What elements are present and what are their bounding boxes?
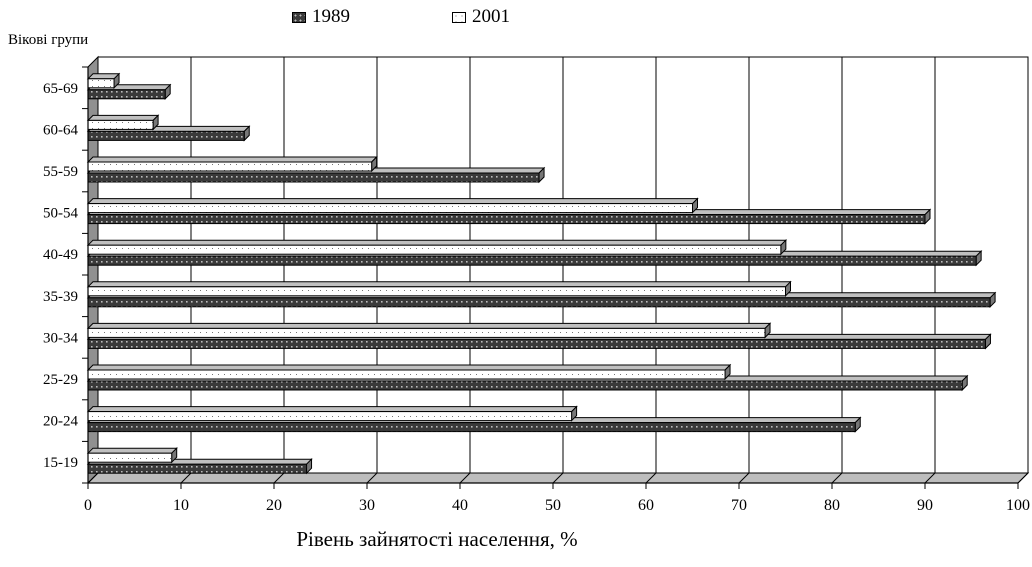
x-tick-label: 100 bbox=[1006, 497, 1030, 514]
gridline-floor bbox=[87, 472, 99, 484]
x-axis-title: Рівень зайнятості населення, % bbox=[296, 527, 578, 551]
gridline-floor bbox=[924, 472, 936, 484]
x-tick-label: 90 bbox=[917, 497, 933, 514]
y-category-label: 60-64 bbox=[43, 122, 78, 138]
x-tick-label: 40 bbox=[452, 497, 468, 514]
x-tick-label: 0 bbox=[84, 497, 92, 514]
y-axis-title: Вікові групи bbox=[8, 32, 89, 48]
gridline-floor bbox=[1017, 472, 1029, 484]
y-category-label: 20-24 bbox=[43, 414, 78, 430]
bar-2001 bbox=[86, 363, 732, 381]
bar-1989-front bbox=[87, 172, 540, 183]
x-tick-label: 70 bbox=[731, 497, 747, 514]
gridline-floor bbox=[552, 472, 564, 484]
bar-1989-front bbox=[87, 255, 977, 266]
bar-2001-front bbox=[87, 161, 373, 172]
bar-2001-front bbox=[87, 78, 115, 89]
gridline-floor bbox=[273, 472, 285, 484]
bar-2001-top bbox=[86, 447, 178, 454]
bar-2001-top bbox=[86, 156, 378, 163]
bar-2001 bbox=[86, 322, 772, 339]
gridline-floor bbox=[459, 472, 471, 484]
y-category-label: 30-34 bbox=[43, 330, 78, 346]
legend-label-1989: 1989 bbox=[312, 6, 350, 27]
legend-swatch-2001 bbox=[452, 11, 466, 23]
y-category-label: 40-49 bbox=[43, 247, 78, 263]
bar-2001-front bbox=[87, 286, 786, 297]
legend-swatch-1989 bbox=[292, 11, 306, 23]
bar-2001 bbox=[86, 405, 578, 422]
bar-2001-top bbox=[86, 114, 160, 121]
bar-2001-front bbox=[87, 327, 766, 338]
bar-1989-front bbox=[87, 338, 986, 349]
bar-2001-top bbox=[86, 364, 732, 371]
bar-2001-front bbox=[87, 119, 154, 130]
legend-label-2001: 2001 bbox=[472, 6, 510, 27]
bar-2001-front bbox=[87, 203, 693, 214]
y-category-label: 50-54 bbox=[43, 206, 78, 222]
bar-1989-front bbox=[87, 89, 166, 100]
bar-1989-front bbox=[87, 214, 926, 225]
bar-2001 bbox=[86, 197, 699, 214]
bar-2001 bbox=[86, 114, 160, 131]
bar-2001 bbox=[86, 238, 788, 256]
x-tick-label: 20 bbox=[266, 497, 282, 514]
legend-item-1989: 1989 bbox=[292, 6, 350, 28]
x-tick-label: 60 bbox=[638, 497, 654, 514]
gridline-floor bbox=[180, 472, 192, 484]
labels: 0 10 20 30 40 50 60 70 80 90 100 15-19 20-24 25-29 30-… bbox=[43, 81, 1030, 514]
bar-2001-front bbox=[87, 369, 726, 380]
bar-2001-front bbox=[87, 452, 173, 463]
x-tick-label: 10 bbox=[173, 497, 189, 514]
bar-1989-front bbox=[87, 297, 991, 308]
bar-2001 bbox=[86, 72, 121, 90]
y-category-label: 25-29 bbox=[43, 372, 78, 388]
bar-2001-top bbox=[86, 406, 578, 413]
x-tick-label: 80 bbox=[824, 497, 840, 514]
y-category-label: 65-69 bbox=[43, 81, 78, 97]
gridline-floor bbox=[738, 472, 750, 484]
y-category-label: 15-19 bbox=[43, 455, 78, 471]
bar-2001 bbox=[86, 446, 178, 464]
legend-item-2001: 2001 bbox=[452, 6, 510, 28]
gridline-floor bbox=[831, 472, 843, 484]
bar-1989-front bbox=[87, 463, 308, 474]
bar-2001-top bbox=[86, 198, 699, 205]
axes bbox=[82, 66, 1019, 489]
y-category-label: 55-59 bbox=[43, 164, 78, 180]
bar-2001-top bbox=[86, 239, 788, 246]
gridline-floor bbox=[645, 472, 657, 484]
bar-2001-top bbox=[86, 322, 772, 329]
bar-2001-front bbox=[87, 411, 573, 422]
x-tick-label: 50 bbox=[545, 497, 561, 514]
gridline-floor bbox=[366, 472, 378, 484]
bar-1989-front bbox=[87, 422, 856, 433]
bar-2001 bbox=[86, 155, 378, 173]
x-tick-label: 30 bbox=[359, 497, 375, 514]
y-category-label: 35-39 bbox=[43, 289, 78, 305]
bar-2001-top bbox=[86, 281, 792, 288]
bar-2001-front bbox=[87, 244, 782, 255]
bar-2001 bbox=[86, 280, 792, 298]
bars bbox=[86, 72, 997, 475]
bar-1989-front bbox=[87, 380, 963, 391]
bar-1989-front bbox=[87, 130, 245, 141]
